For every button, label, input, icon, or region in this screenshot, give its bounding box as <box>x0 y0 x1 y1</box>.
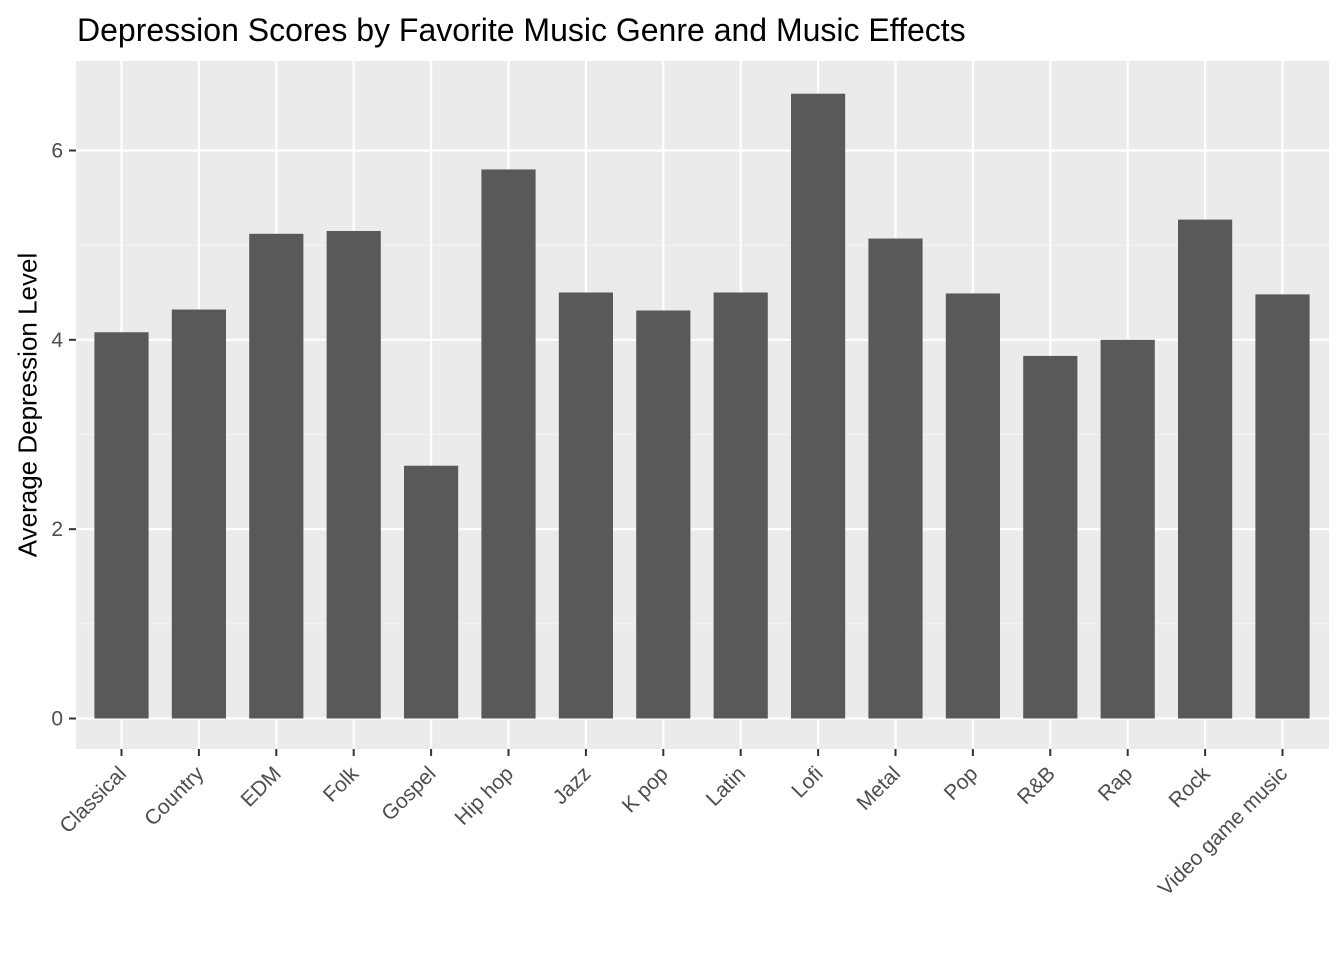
bar-pop <box>945 293 1000 719</box>
bar-edm <box>249 233 304 719</box>
x-tick-label: Rock <box>1165 762 1215 812</box>
x-tick-label: Folk <box>319 762 364 807</box>
bar-lofi <box>791 93 846 719</box>
x-tick-label: Latin <box>702 762 750 810</box>
x-tick-label: Metal <box>852 762 905 815</box>
x-tick-label: Jazz <box>549 762 596 809</box>
x-tick-label: Rap <box>1094 762 1138 806</box>
x-tick-label: Hip hop <box>451 762 518 829</box>
bar-gospel <box>404 465 459 719</box>
bars <box>94 93 1310 719</box>
bar-rap <box>1100 339 1155 719</box>
x-tick-label: Pop <box>940 762 983 805</box>
y-tick-label: 0 <box>51 708 63 731</box>
x-tick-label: EDM <box>237 762 286 811</box>
bar-video-game-music <box>1255 294 1310 719</box>
x-tick-label: K pop <box>618 762 673 817</box>
x-tick-label: Gospel <box>377 762 440 825</box>
x-tick-label: Video game music <box>1154 762 1292 900</box>
bar-folk <box>326 230 381 719</box>
y-tick-label: 4 <box>51 329 63 352</box>
bar-classical <box>94 332 149 719</box>
bar-k-pop <box>636 310 691 719</box>
x-tick-label: Classical <box>55 762 131 838</box>
bar-latin <box>713 292 768 719</box>
y-tick-label: 6 <box>51 140 63 163</box>
bar-jazz <box>558 292 613 719</box>
bar-rock <box>1178 219 1233 719</box>
x-tick-label: Country <box>140 762 209 831</box>
chart-title: Depression Scores by Favorite Music Genr… <box>77 12 966 48</box>
x-tick-label: Lofi <box>787 762 827 802</box>
x-tick-label: R&B <box>1013 762 1060 809</box>
bar-r-b <box>1023 355 1078 719</box>
bar-country <box>171 309 226 719</box>
bar-hip-hop <box>481 169 536 719</box>
y-tick-label: 2 <box>51 518 63 541</box>
bar-metal <box>868 238 923 719</box>
